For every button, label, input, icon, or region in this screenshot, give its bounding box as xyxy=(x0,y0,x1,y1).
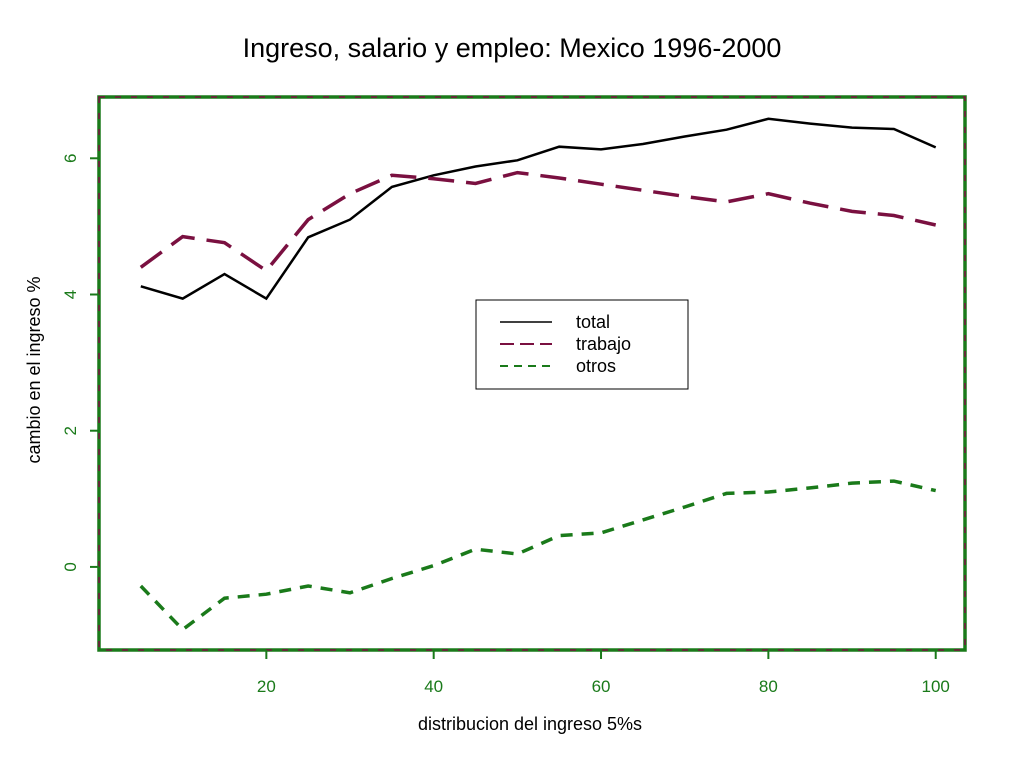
series-line-trabajo xyxy=(139,170,937,274)
y-axis-label: cambio en el ingreso % xyxy=(24,276,44,463)
series-line-otros xyxy=(139,479,937,632)
y-tick-label: 6 xyxy=(61,154,80,163)
plot-frame-accent xyxy=(98,96,966,651)
x-tick-label: 60 xyxy=(592,677,611,696)
y-tick-label: 4 xyxy=(61,290,80,299)
legend-label-otros: otros xyxy=(576,356,616,376)
y-tick-label: 0 xyxy=(61,562,80,571)
x-tick-label: 100 xyxy=(922,677,950,696)
legend-label-total: total xyxy=(576,312,610,332)
y-axis: 0 2 4 6 xyxy=(61,154,99,572)
chart-title: Ingreso, salario y empleo: Mexico 1996-2… xyxy=(243,33,782,63)
x-tick-label: 40 xyxy=(424,677,443,696)
legend-label-trabajo: trabajo xyxy=(576,334,631,354)
x-axis: 20 40 60 80 100 xyxy=(257,650,950,696)
x-axis-label: distribucion del ingreso 5%s xyxy=(418,714,642,734)
series-lines xyxy=(139,117,937,632)
x-tick-label: 80 xyxy=(759,677,778,696)
x-tick-label: 20 xyxy=(257,677,276,696)
y-tick-label: 2 xyxy=(61,426,80,435)
series-line-total xyxy=(140,117,937,301)
